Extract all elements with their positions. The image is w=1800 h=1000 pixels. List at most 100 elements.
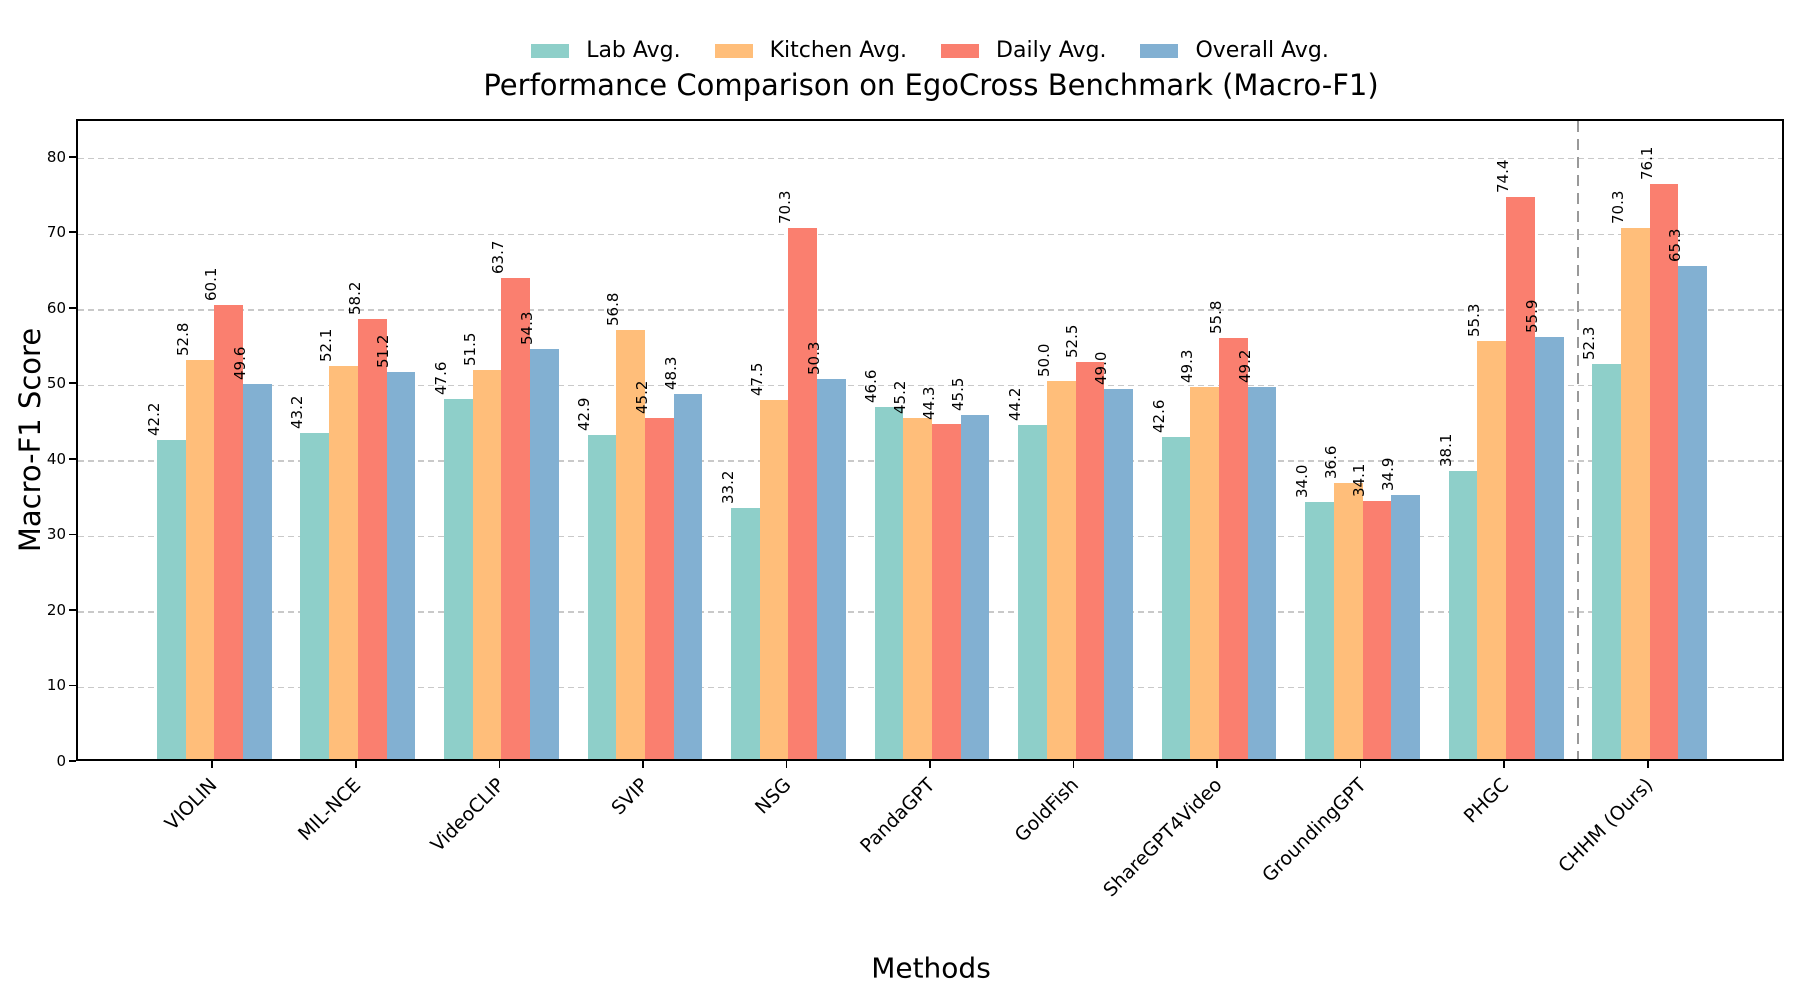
bar-kitchen-avg--groundinggpt (1333, 482, 1363, 759)
x-tick-mark (1359, 761, 1362, 768)
bar-lab-avg--pandagpt (874, 407, 904, 759)
bar-value-label: 60.1 (202, 267, 221, 302)
bar-overall-avg--svip (673, 394, 703, 759)
bar-overall-avg--pandagpt (960, 415, 990, 759)
bar-kitchen-avg--mil-nce (329, 365, 358, 759)
y-axis-label: Macro-F1 Score (13, 327, 47, 553)
bar-daily-avg--sharegpt4video (1219, 337, 1248, 759)
bar-kitchen-avg--sharegpt4video (1190, 386, 1220, 759)
x-tick-label-phgc: PHGC (1460, 774, 1514, 828)
bar-value-label: 54.3 (517, 311, 536, 345)
bar-value-label: 76.1 (1637, 146, 1656, 181)
bar-daily-avg--pandagpt (932, 424, 961, 759)
bar-daily-avg--videoclip (501, 277, 531, 759)
legend-swatch-overall-avg- (1140, 44, 1179, 58)
bar-value-label: 74.4 (1493, 159, 1512, 194)
x-tick-mark (1646, 761, 1649, 768)
bar-kitchen-avg--nsg (759, 400, 789, 759)
x-tick-label-svip: SVIP (607, 774, 653, 820)
bar-overall-avg--phgc (1534, 336, 1564, 759)
y-tick-mark (69, 306, 76, 309)
y-tick-label: 0 (56, 752, 66, 770)
bar-value-label: 38.1 (1436, 433, 1455, 468)
bar-value-label: 42.6 (1149, 399, 1168, 434)
ours-separator-line (1576, 121, 1580, 759)
bar-value-label: 55.9 (1522, 299, 1541, 333)
bar-value-label: 63.7 (489, 240, 508, 274)
bar-kitchen-avg--violin (185, 360, 215, 759)
bar-overall-avg--chhm-ours- (1678, 265, 1708, 759)
bar-daily-avg--mil-nce (357, 319, 387, 759)
bar-lab-avg--sharegpt4video (1161, 437, 1191, 759)
bar-lab-avg--nsg (731, 508, 760, 759)
legend-label: Overall Avg. (1195, 38, 1329, 63)
gridline-y80 (78, 158, 1782, 160)
bar-daily-avg--goldfish (1075, 362, 1105, 759)
bar-overall-avg--violin (243, 384, 272, 759)
y-tick-label: 80 (46, 147, 66, 166)
bar-value-label: 34.9 (1379, 458, 1398, 492)
bar-value-label: 47.5 (747, 362, 766, 397)
legend-swatch-lab-avg- (531, 44, 570, 58)
x-tick-label-pandagpt: PandaGPT (856, 774, 940, 858)
y-tick-mark (69, 457, 76, 460)
legend-item: Daily Avg. (941, 38, 1106, 64)
bar-value-label: 50.0 (1034, 343, 1053, 378)
bar-value-label: 36.6 (1321, 445, 1340, 479)
bar-kitchen-avg--pandagpt (903, 417, 932, 759)
bar-value-label: 34.1 (1350, 464, 1369, 498)
x-tick-mark (498, 761, 501, 768)
x-tick-label-mil-nce: MIL-NCE (294, 774, 366, 846)
y-tick-mark (69, 382, 76, 385)
bar-lab-avg--groundinggpt (1305, 502, 1334, 759)
legend: Lab Avg. Kitchen Avg. Daily Avg. Overall Av… (76, 36, 1784, 66)
x-tick-label-goldfish: GoldFish (1010, 774, 1084, 847)
legend-swatch-daily-avg- (941, 44, 980, 58)
bar-value-label: 42.9 (575, 397, 594, 431)
x-tick-mark (1503, 761, 1505, 768)
y-tick-label: 20 (46, 600, 66, 619)
bar-value-label: 70.3 (1608, 190, 1627, 225)
x-tick-mark (211, 761, 214, 768)
y-tick-mark (69, 155, 76, 158)
y-tick-label: 70 (46, 223, 66, 242)
bar-daily-avg--groundinggpt (1362, 501, 1392, 759)
bar-kitchen-avg--phgc (1477, 341, 1507, 759)
x-tick-label-violin: VIOLIN (161, 774, 222, 835)
bar-value-label: 48.3 (661, 356, 680, 391)
x-tick-label-chhm-ours-: CHHM (Ours) (1554, 774, 1658, 878)
bar-value-label: 33.2 (718, 470, 737, 505)
y-tick-label: 60 (46, 298, 66, 317)
bar-lab-avg--phgc (1448, 471, 1478, 759)
bar-value-label: 65.3 (1666, 228, 1685, 262)
bar-lab-avg--videoclip (444, 399, 473, 759)
bar-value-label: 52.1 (317, 328, 336, 362)
bar-value-label: 50.3 (805, 341, 824, 376)
bar-overall-avg--mil-nce (386, 372, 416, 759)
legend-label: Kitchen Avg. (769, 38, 908, 63)
legend-swatch-kitchen-avg- (714, 44, 753, 58)
x-tick-mark (1216, 761, 1218, 768)
chart-title: Performance Comparison on EgoCross Bench… (483, 68, 1379, 102)
bar-value-label: 52.5 (1063, 325, 1082, 359)
bar-value-label: 45.5 (948, 377, 967, 412)
gridline-y60 (78, 309, 1782, 311)
bar-value-label: 49.2 (1235, 350, 1254, 384)
y-tick-mark (69, 684, 76, 687)
y-tick-mark (69, 533, 76, 536)
bar-value-label: 49.3 (1178, 349, 1197, 383)
bar-lab-avg--svip (587, 434, 617, 759)
bar-daily-avg--chhm-ours- (1649, 184, 1679, 759)
bar-value-label: 70.3 (776, 190, 795, 225)
x-tick-mark (785, 761, 788, 768)
bar-value-label: 49.6 (230, 346, 249, 381)
bar-value-label: 52.3 (1580, 326, 1599, 360)
bar-kitchen-avg--videoclip (472, 370, 502, 759)
y-tick-label: 50 (46, 374, 66, 393)
bar-kitchen-avg--svip (616, 330, 645, 759)
bar-value-label: 51.5 (460, 332, 479, 367)
legend-label: Daily Avg. (996, 38, 1107, 63)
bar-value-label: 52.8 (173, 322, 192, 357)
bar-lab-avg--violin (156, 440, 186, 759)
